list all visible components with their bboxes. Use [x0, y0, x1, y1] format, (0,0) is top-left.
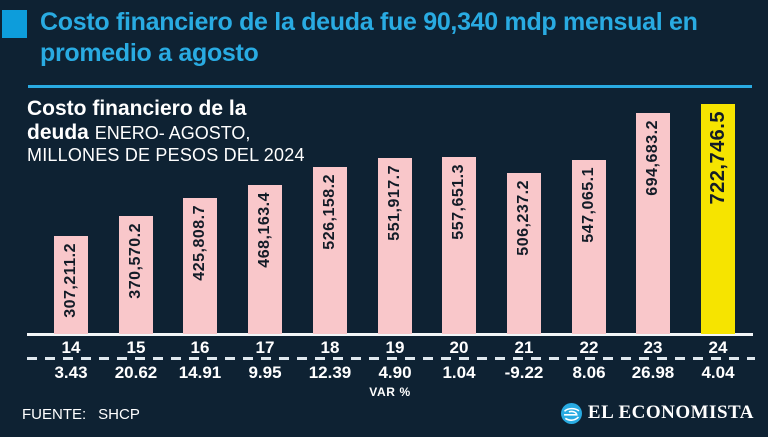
bar-value-label: 370,570.2: [127, 223, 144, 299]
bar-value-label: 557,651.3: [450, 164, 467, 240]
var-pct-value: 1.04: [442, 363, 476, 382]
bar-2014: 307,211.2: [54, 236, 88, 334]
bar-2022: 547,065.1: [572, 160, 606, 334]
source-label: FUENTE:: [22, 406, 87, 423]
bar-value-label: 425,808.7: [191, 205, 208, 281]
var-pct-value: 26.98: [631, 363, 675, 382]
source-note: FUENTE: SHCP: [22, 406, 140, 423]
bar-value-label: 307,211.2: [62, 243, 79, 318]
bar-2018: 526,158.2: [313, 167, 347, 334]
dashed-separator-line: [27, 357, 755, 360]
var-pct-value: 9.95: [248, 363, 282, 382]
x-tick-year-label: 23: [643, 338, 663, 357]
x-tick-year-label: 17: [255, 338, 275, 357]
bar-value-label: 694,683.2: [644, 120, 661, 196]
var-pct-value: 8.06: [572, 363, 606, 382]
x-tick-year-label: 19: [385, 338, 405, 357]
x-tick-year-label: 14: [61, 338, 81, 357]
headline-bullet-square: [2, 10, 27, 38]
chart-title-bold: deuda: [27, 121, 89, 144]
var-pct-value: 20.62: [114, 363, 158, 382]
el-economista-logo-text: EL ECONOMISTA: [587, 402, 754, 423]
var-pct-value: 4.90: [378, 363, 412, 382]
chart-title-line1: Costo financiero de la: [27, 97, 247, 120]
bar-2017: 468,163.4: [248, 185, 282, 334]
bar-2015: 370,570.2: [119, 216, 153, 334]
bar-2024: 722,746.5: [701, 104, 735, 334]
bar-2021: 506,237.2: [507, 173, 541, 334]
bar-value-label: 551,917.7: [386, 165, 403, 241]
bar-value-label: 547,065.1: [580, 167, 597, 243]
el-economista-logo: EL ECONOMISTA: [560, 402, 754, 424]
bar-value-label: 468,163.4: [256, 192, 273, 268]
x-tick-year-label: 22: [579, 338, 599, 357]
source-value: SHCP: [98, 406, 140, 423]
x-axis-baseline: [27, 333, 753, 336]
headline-divider-rule: [28, 85, 752, 88]
var-pct-value: 12.39: [308, 363, 352, 382]
x-tick-year-label: 24: [708, 338, 728, 357]
headline-line1: Costo financiero de la deuda fue 90,340 …: [40, 8, 698, 36]
x-tick-year-label: 21: [514, 338, 534, 357]
chart-title-block: Costo financiero de la deuda ENERO- AGOS…: [27, 96, 305, 166]
el-economista-logo-icon: [560, 402, 582, 424]
bar-value-label: 506,237.2: [515, 180, 532, 256]
var-pct-value: -9.22: [504, 363, 544, 382]
chart-subtitle-units: MILLONES DE PESOS DEL 2024: [27, 145, 305, 165]
var-pct-value: 3.43: [54, 363, 88, 382]
chart-title-line2: deuda ENERO- AGOSTO,: [27, 121, 305, 145]
bar-2020: 557,651.3: [442, 157, 476, 334]
bar-value-label: 722,746.5: [706, 111, 729, 205]
x-tick-year-label: 16: [190, 338, 210, 357]
headline-line2: promedio a agosto: [40, 39, 259, 67]
x-tick-year-label: 15: [126, 338, 146, 357]
chart-subtitle-period: ENERO- AGOSTO,: [94, 123, 251, 143]
headline: Costo financiero de la deuda fue 90,340 …: [40, 7, 762, 69]
bar-2016: 425,808.7: [183, 198, 217, 334]
x-tick-year-label: 18: [320, 338, 340, 357]
bar-2023: 694,683.2: [636, 113, 670, 334]
bar-2019: 551,917.7: [378, 158, 412, 334]
bar-value-label: 526,158.2: [321, 174, 338, 250]
x-tick-year-label: 20: [449, 338, 469, 357]
var-pct-value: 4.04: [701, 363, 735, 382]
x-axis-label: VAR %: [369, 385, 411, 399]
var-pct-value: 14.91: [178, 363, 222, 382]
